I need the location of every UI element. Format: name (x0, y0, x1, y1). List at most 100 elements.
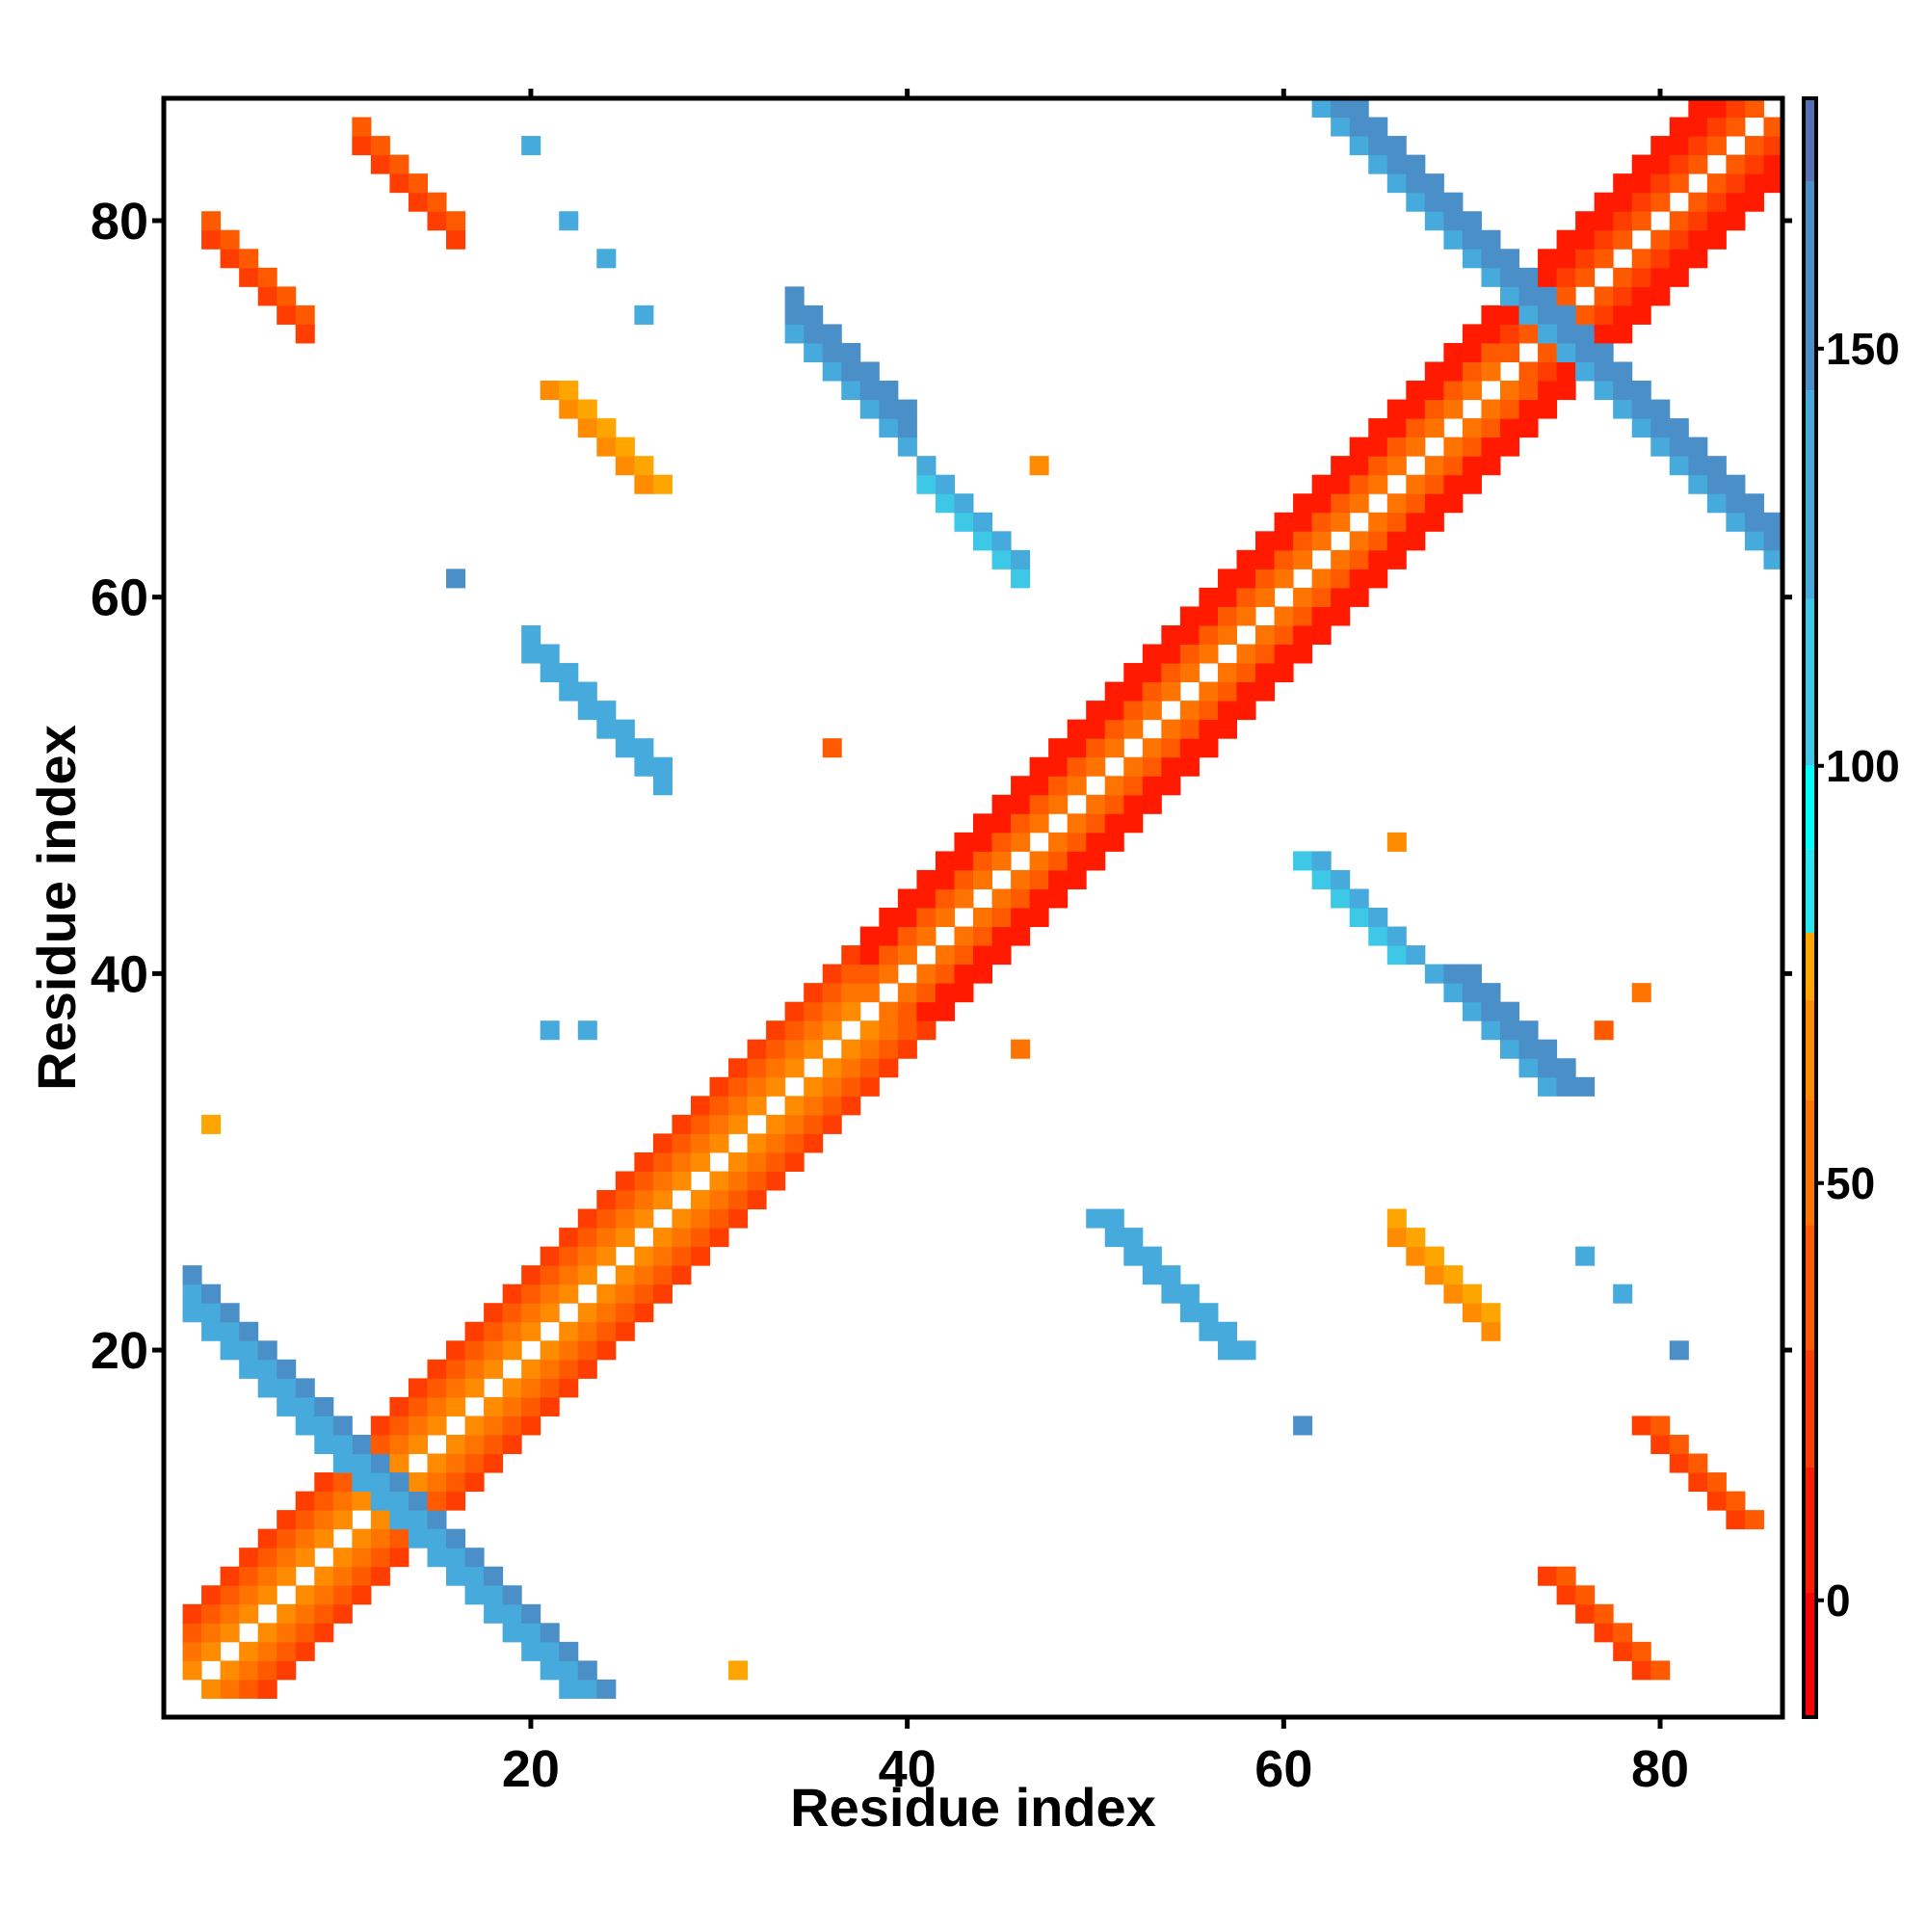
heatmap-cell (1556, 1058, 1576, 1078)
heatmap-cell (1481, 304, 1501, 325)
heatmap-cell (1311, 624, 1332, 646)
heatmap-cell (784, 1114, 805, 1134)
heatmap-cell (1311, 474, 1332, 494)
heatmap-cell (257, 1340, 277, 1361)
heatmap-cell (747, 1076, 767, 1097)
heatmap-cell (1481, 1020, 1501, 1041)
heatmap-cell (332, 1472, 353, 1493)
heatmap-cell (559, 1679, 579, 1699)
heatmap-cell (220, 1660, 240, 1681)
heatmap-cell (1236, 701, 1256, 721)
heatmap-cell (1443, 229, 1464, 250)
heatmap-cell (672, 1265, 692, 1285)
heatmap-cell (1443, 493, 1464, 514)
heatmap-cell (1104, 1208, 1124, 1229)
heatmap-cell (916, 474, 937, 494)
heatmap-cell (652, 756, 673, 777)
heatmap-cell (1179, 719, 1200, 739)
heatmap-cell (973, 945, 993, 966)
heatmap-cell (709, 1096, 729, 1116)
heatmap-cell (427, 1472, 447, 1493)
heatmap-cell (521, 624, 541, 646)
heatmap-cell (1199, 644, 1219, 664)
heatmap-cell (1029, 776, 1049, 796)
heatmap-cell (1763, 136, 1783, 156)
heatmap-cell (935, 851, 955, 871)
heatmap-cell (784, 1039, 805, 1059)
heatmap-cell (615, 738, 635, 758)
heatmap-cell (239, 1660, 259, 1681)
heatmap-cell (314, 1434, 334, 1455)
heatmap-cell (897, 1020, 917, 1041)
heatmap-cell (1199, 738, 1219, 758)
heatmap-cell (1406, 531, 1426, 551)
x-tick-label: 40 (879, 1740, 937, 1798)
heatmap-cell (1142, 794, 1162, 814)
heatmap-cell (784, 324, 805, 344)
heatmap-cell (1744, 98, 1764, 119)
heatmap-cell (446, 569, 466, 589)
heatmap-cell (1575, 324, 1596, 344)
heatmap-cell (1688, 474, 1708, 494)
heatmap-cell (577, 1246, 597, 1266)
heatmap-cell (596, 1340, 617, 1361)
heatmap-cell (1293, 851, 1313, 871)
heatmap-cell (804, 983, 824, 1003)
heatmap-cell (1575, 304, 1596, 325)
x-tick-label: 60 (1254, 1740, 1312, 1798)
heatmap-cell (1142, 756, 1162, 777)
heatmap-cell (1142, 663, 1162, 683)
heatmap-cell (521, 1303, 541, 1323)
heatmap-cell (916, 926, 937, 946)
heatmap-cell (540, 1359, 560, 1379)
heatmap-cell (559, 381, 579, 401)
heatmap-cell (201, 1603, 222, 1624)
heatmap-cell (652, 1246, 673, 1266)
heatmap-cell (973, 851, 993, 871)
heatmap-cell (935, 908, 955, 928)
heatmap-cell (1011, 908, 1031, 928)
heatmap-cell (634, 1265, 654, 1285)
heatmap-cell (1293, 1416, 1313, 1436)
heatmap-cell (1255, 663, 1276, 683)
heatmap-cell (1499, 286, 1520, 306)
heatmap-cell (540, 1246, 560, 1266)
heatmap-cell (690, 1096, 711, 1116)
heatmap-cell (1217, 719, 1237, 739)
heatmap-cell (596, 1190, 617, 1210)
colorbar-band (1804, 765, 1816, 850)
heatmap-cell (1349, 493, 1369, 514)
heatmap-cell (1011, 813, 1031, 834)
heatmap-cell (596, 1228, 617, 1248)
heatmap-cell (577, 1340, 597, 1361)
heatmap-cell (1650, 229, 1671, 250)
heatmap-cell (220, 1321, 240, 1341)
heatmap-cell (822, 1076, 842, 1097)
heatmap-cell (1650, 1660, 1671, 1681)
heatmap-cell (615, 1228, 635, 1248)
heatmap-cell (239, 1548, 259, 1568)
heatmap-cell (1311, 493, 1332, 514)
heatmap-cell (1688, 229, 1708, 250)
heatmap-cell (804, 1020, 824, 1041)
heatmap-cell (220, 1603, 240, 1624)
heatmap-cell (540, 381, 560, 401)
heatmap-cell (540, 1284, 560, 1304)
heatmap-cell (1179, 756, 1200, 777)
heatmap-cell (784, 1020, 805, 1041)
heatmap-cell (897, 888, 917, 909)
heatmap-cell (521, 1321, 541, 1341)
heatmap-cell (954, 964, 974, 984)
heatmap-cell (1462, 474, 1482, 494)
heatmap-cell (540, 1303, 560, 1323)
heatmap-cell (1048, 888, 1069, 909)
heatmap-cell (1499, 267, 1520, 287)
heatmap-cell (1217, 701, 1237, 721)
heatmap-cell (540, 644, 560, 664)
heatmap-cell (1481, 418, 1501, 438)
heatmap-cell (1499, 437, 1520, 457)
plot-frame (161, 95, 1785, 1720)
heatmap-cell (1123, 681, 1144, 701)
heatmap-cell (1331, 474, 1351, 494)
heatmap-cell (859, 926, 880, 946)
